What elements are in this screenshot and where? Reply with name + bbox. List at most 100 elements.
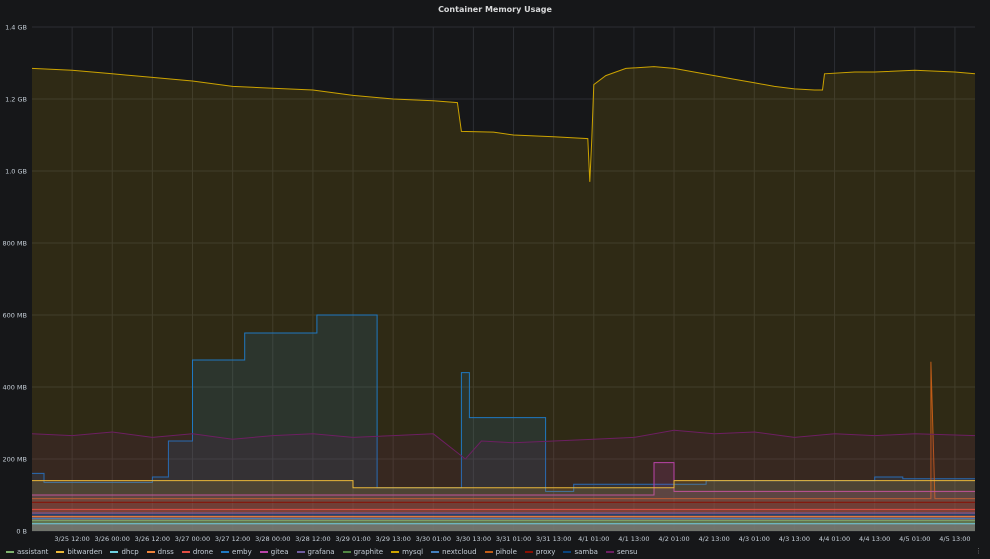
legend-label: mysql	[402, 548, 424, 556]
legend-item-emby[interactable]: emby	[221, 548, 252, 556]
x-tick-label: 3/27 12:00	[215, 535, 250, 543]
legend: assistant bitwarden dhcp dnss drone emby gitea…	[6, 547, 645, 557]
legend-label: assistant	[17, 548, 49, 556]
y-tick-label: 1.2 GB	[5, 96, 27, 104]
x-tick-label: 4/2 01:00	[658, 535, 689, 543]
legend-item-mysql[interactable]: mysql	[391, 548, 423, 556]
legend-label: bitwarden	[67, 548, 103, 556]
series-area-sensu	[32, 430, 975, 531]
legend-item-nextcloud[interactable]: nextcloud	[431, 548, 477, 556]
y-tick-label: 200 MB	[2, 456, 27, 464]
x-tick-label: 3/25 12:00	[54, 535, 89, 543]
legend-options-icon[interactable]: ⋮	[975, 547, 982, 555]
axes: 0 B 200 MB 400 MB 600 MB 800 MB 1.0 GB 1.2 GB 1…	[2, 24, 970, 544]
x-tick-label: 4/4 01:00	[819, 535, 850, 543]
legend-item-bitwarden[interactable]: bitwarden	[56, 548, 102, 556]
series-area-mysql	[32, 66, 975, 531]
legend-label: graphite	[353, 548, 384, 556]
legend-label: nextcloud	[442, 548, 477, 556]
series-area-emby	[32, 315, 975, 531]
legend-item-dhcp[interactable]: dhcp	[110, 548, 139, 556]
x-tick-label: 3/29 13:00	[375, 535, 410, 543]
legend-item-pihole[interactable]: pihole	[484, 548, 517, 556]
legend-item-samba[interactable]: samba	[563, 548, 598, 556]
y-tick-label: 800 MB	[2, 240, 27, 248]
x-tick-label: 4/5 01:00	[899, 535, 930, 543]
series-pihole	[32, 361, 975, 531]
legend-item-dnss[interactable]: dnss	[146, 548, 174, 556]
series-layer	[31, 66, 976, 531]
legend-item-gitea[interactable]: gitea	[259, 548, 289, 556]
y-tick-label: 1.4 GB	[5, 24, 27, 32]
series-line-bitwarden	[32, 480, 975, 489]
legend-swatch	[221, 551, 230, 553]
grid	[32, 26, 975, 532]
legend-swatch	[56, 551, 65, 553]
x-tick-label: 3/31 13:00	[536, 535, 571, 543]
legend-item-grafana[interactable]: grafana	[296, 548, 335, 556]
legend-swatch	[605, 551, 614, 553]
legend-label: samba	[574, 548, 598, 556]
legend-label: gitea	[270, 548, 289, 556]
legend-label: emby	[232, 548, 252, 556]
legend-item-graphite[interactable]: graphite	[342, 548, 384, 556]
x-tick-label: 4/3 01:00	[739, 535, 770, 543]
legend-label: grafana	[307, 548, 335, 556]
legend-label: dnss	[157, 548, 174, 556]
legend-label: proxy	[535, 548, 556, 556]
legend-swatch	[524, 551, 533, 553]
legend-label: drone	[192, 548, 214, 556]
series-line-mysql	[31, 66, 976, 182]
series-area-assistant	[32, 520, 975, 531]
x-tick-label: 3/30 01:00	[416, 535, 451, 543]
legend-swatch	[391, 551, 400, 553]
x-tick-label: 3/26 12:00	[135, 535, 170, 543]
series-line-gitea	[32, 462, 975, 496]
y-tick-label: 1.0 GB	[5, 168, 27, 176]
x-tick-label: 4/1 01:00	[578, 535, 609, 543]
legend-swatch	[431, 551, 440, 553]
series-assistant	[32, 519, 975, 531]
x-tick-label: 3/28 00:00	[255, 535, 290, 543]
x-tick-label: 3/26 00:00	[95, 535, 130, 543]
x-tick-label: 3/29 01:00	[335, 535, 370, 543]
legend-item-drone[interactable]: drone	[181, 548, 214, 556]
series-area-gitea	[32, 462, 975, 531]
series-sensu	[31, 429, 976, 531]
legend-swatch	[259, 551, 268, 553]
y-tick-label: 600 MB	[2, 312, 27, 320]
x-tick-label: 3/30 13:00	[456, 535, 491, 543]
series-line-pihole	[32, 361, 975, 500]
x-tick-label: 3/31 01:00	[496, 535, 531, 543]
legend-item-assistant[interactable]: assistant	[6, 548, 48, 556]
series-area-dhcp	[32, 523, 975, 531]
legend-item-sensu[interactable]: sensu	[605, 548, 638, 556]
legend-swatch	[6, 551, 14, 553]
legend-swatch	[342, 551, 351, 553]
legend-label: sensu	[616, 548, 638, 556]
x-tick-label: 3/27 00:00	[175, 535, 210, 543]
series-mysql	[31, 66, 976, 531]
y-tick-label: 0 B	[16, 528, 27, 536]
x-tick-label: 4/2 13:00	[699, 535, 730, 543]
y-tick-label: 400 MB	[2, 384, 27, 392]
series-area-pihole	[32, 361, 975, 531]
legend-swatch	[146, 551, 155, 553]
legend-label: dhcp	[121, 548, 139, 556]
x-tick-label: 3/28 12:00	[295, 535, 330, 543]
series-gitea	[32, 462, 975, 531]
series-dhcp	[32, 523, 975, 531]
x-tick-label: 4/1 13:00	[618, 535, 649, 543]
legend-swatch	[110, 551, 119, 553]
legend-swatch	[181, 551, 190, 553]
legend-label: pihole	[495, 548, 517, 556]
x-tick-label: 4/3 13:00	[779, 535, 810, 543]
x-tick-label: 4/4 13:00	[859, 535, 890, 543]
legend-swatch	[296, 551, 305, 553]
legend-swatch	[563, 551, 572, 553]
legend-item-proxy[interactable]: proxy	[524, 548, 556, 556]
panel-title: Container Memory Usage	[438, 5, 552, 14]
x-tick-label: 4/5 13:00	[939, 535, 970, 543]
legend-swatch	[484, 551, 493, 553]
